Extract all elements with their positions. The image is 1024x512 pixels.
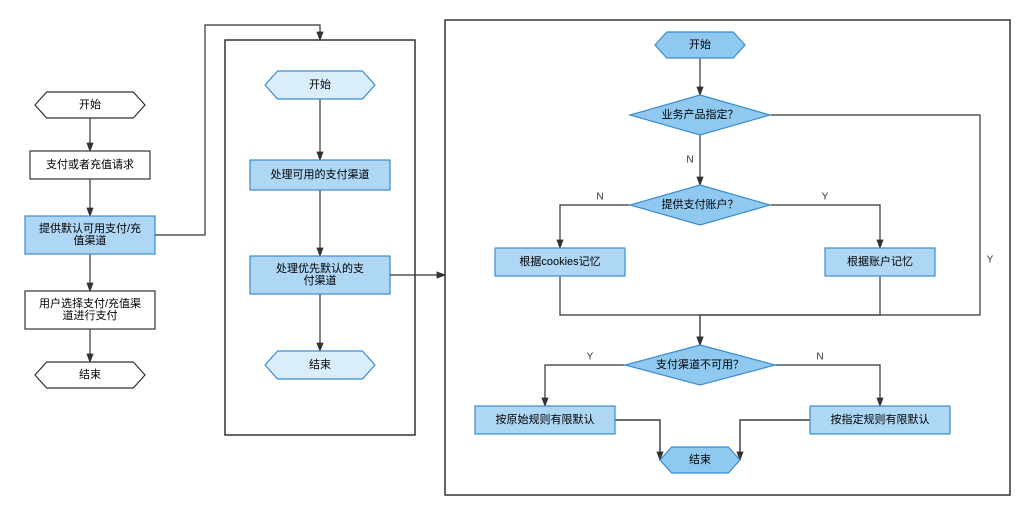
node-label: 根据cookies记忆 <box>519 254 600 268</box>
edge <box>545 365 625 406</box>
node-label: 付渠道 <box>304 273 337 287</box>
node-label: 开始 <box>309 77 331 91</box>
edge <box>615 420 660 460</box>
edge <box>740 420 810 460</box>
edge-label: N <box>816 352 823 363</box>
edge-label: Y <box>587 352 594 363</box>
node-label: 按原始规则有限默认 <box>496 412 595 426</box>
node-label: 结束 <box>79 368 101 381</box>
node-label: 提供支付账户？ <box>662 197 739 211</box>
node-label: 用户选择支付/充值渠 <box>39 296 141 310</box>
node-label: 处理优先默认的支 <box>276 261 364 275</box>
edge <box>155 25 320 235</box>
node-label: 道进行支付 <box>63 308 118 322</box>
node-label: 按指定规则有限默认 <box>831 412 930 426</box>
edge <box>700 115 980 345</box>
edge <box>560 276 700 345</box>
edge-label: N <box>596 192 603 203</box>
node-label: 值渠道 <box>74 233 107 247</box>
node-label: 处理可用的支付渠道 <box>271 167 370 181</box>
edge <box>700 276 880 315</box>
node-label: 业务产品指定？ <box>662 107 739 121</box>
edge <box>615 420 660 460</box>
node-label: 支付渠道不可用？ <box>656 357 744 371</box>
node-label: 开始 <box>689 37 711 51</box>
node-label: 支付或者充值请求 <box>46 157 134 171</box>
edge <box>560 205 630 248</box>
edge <box>770 205 880 248</box>
node-label: 开始 <box>79 97 101 111</box>
node-label: 结束 <box>689 453 711 466</box>
node-label: 结束 <box>309 358 331 371</box>
node-label: 提供默认可用支付/充 <box>39 221 141 235</box>
edge-label: Y <box>987 255 994 266</box>
edge-label: Y <box>822 192 829 203</box>
edge <box>775 365 880 406</box>
edge-label: N <box>686 155 693 166</box>
node-label: 根据账户记忆 <box>847 254 913 268</box>
edge <box>740 420 810 460</box>
flowchart-canvas: 开始支付或者充值请求提供默认可用支付/充值渠道用户选择支付/充值渠道进行支付结束… <box>0 0 1024 512</box>
